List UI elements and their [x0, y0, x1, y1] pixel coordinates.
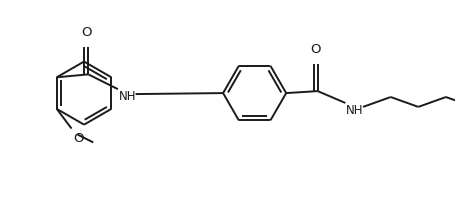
Text: O: O [311, 43, 321, 56]
Text: O: O [81, 26, 92, 39]
Text: NH: NH [346, 104, 364, 117]
Text: NH: NH [119, 90, 136, 103]
Text: O: O [73, 131, 84, 145]
